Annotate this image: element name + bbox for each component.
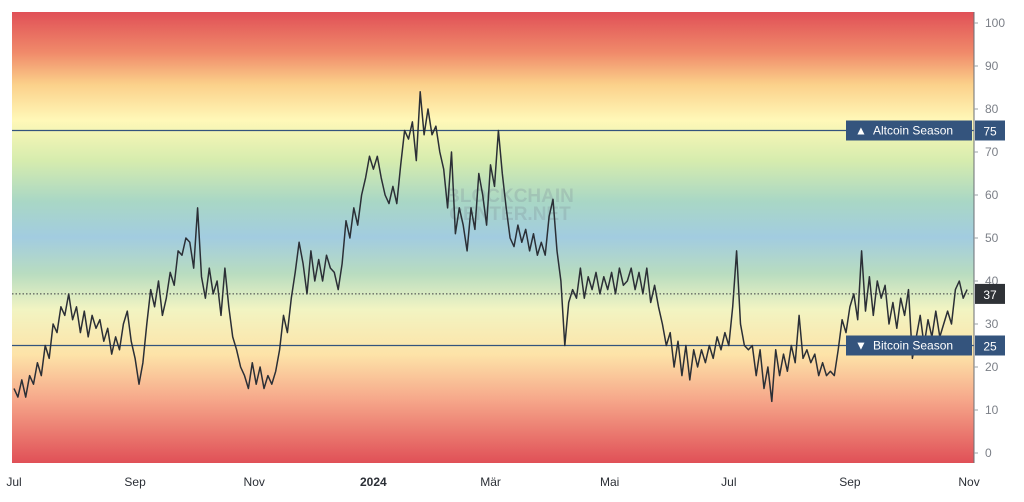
current-value-box xyxy=(975,283,1005,304)
x-tick-label: Mär xyxy=(480,475,501,489)
x-tick-label: Mai xyxy=(600,475,619,489)
threshold-value: 75 xyxy=(983,125,997,139)
x-tick-label: 2024 xyxy=(360,475,387,489)
x-tick-label: Nov xyxy=(958,475,979,489)
x-tick-label: Jul xyxy=(6,475,21,489)
y-tick-label: 0 xyxy=(985,446,992,460)
threshold-name: Bitcoin Season xyxy=(873,339,953,353)
x-tick-label: Sep xyxy=(124,475,146,489)
y-tick-label: 50 xyxy=(985,231,999,245)
x-tick-label: Sep xyxy=(839,475,861,489)
y-tick-label: 100 xyxy=(985,16,1005,30)
y-tick-label: 70 xyxy=(985,145,999,159)
plot-background xyxy=(12,12,974,463)
threshold-name: Altcoin Season xyxy=(873,124,953,138)
threshold-labels: ▲ Altcoin Season 75 ▼ Bitcoin Season 25 xyxy=(846,120,1005,356)
watermark-line-2: CENTER.NET xyxy=(449,204,571,225)
current-value-badge: 37 xyxy=(975,283,1005,304)
y-tick-label: 30 xyxy=(985,317,999,331)
threshold-marker: ▼ xyxy=(855,339,867,353)
threshold-value-box xyxy=(975,335,1005,356)
index-series-line xyxy=(13,91,968,403)
y-tick-label: 80 xyxy=(985,102,999,116)
threshold-value: 25 xyxy=(983,340,997,354)
threshold-lines xyxy=(12,129,974,347)
x-tick-label: Nov xyxy=(244,475,265,489)
x-axis-ticks: Jul Sep Nov 2024 Mär Mai Jul Sep Nov xyxy=(6,475,979,489)
threshold-marker: ▲ xyxy=(855,124,867,138)
y-tick-label: 60 xyxy=(985,188,999,202)
threshold-name-box xyxy=(846,120,972,141)
y-tick-label: 90 xyxy=(985,59,999,73)
y-tick-label: 20 xyxy=(985,360,999,374)
threshold-name-box xyxy=(846,335,972,356)
y-tick-label: 10 xyxy=(985,403,999,417)
current-value-text: 37 xyxy=(983,288,997,302)
threshold-value-box xyxy=(975,120,1005,141)
x-tick-label: Jul xyxy=(721,475,736,489)
